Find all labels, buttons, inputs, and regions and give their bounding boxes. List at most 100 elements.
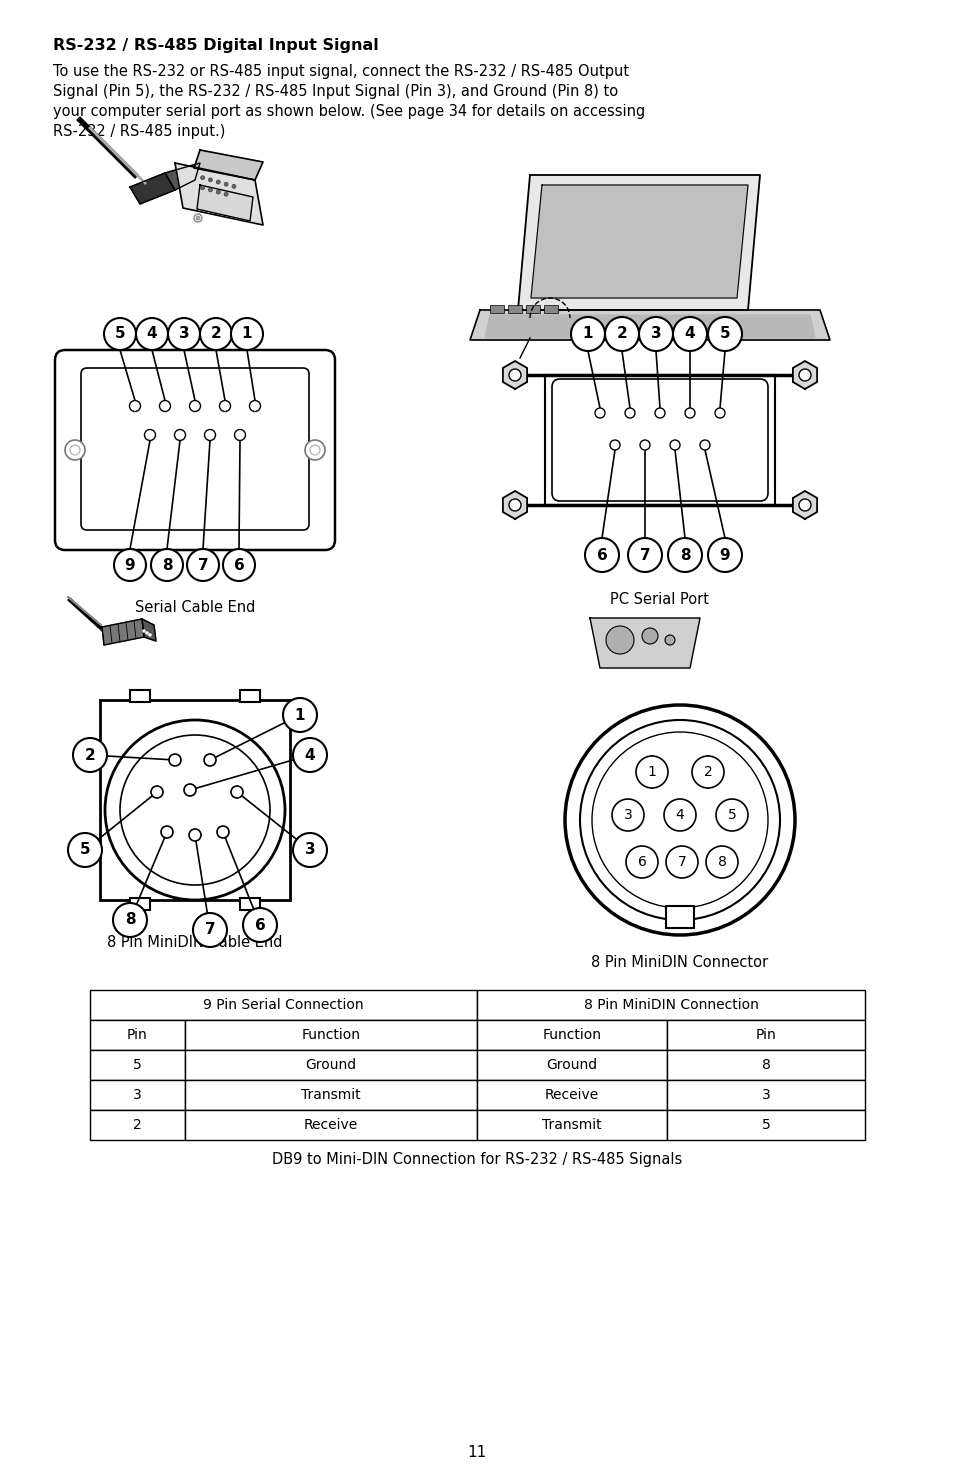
Text: To use the RS-232 or RS-485 input signal, connect the RS-232 / RS-485 Output: To use the RS-232 or RS-485 input signal…	[53, 63, 628, 80]
Circle shape	[216, 826, 229, 838]
Bar	[507, 305, 521, 313]
Text: RS-232 / RS-485 input.): RS-232 / RS-485 input.)	[53, 124, 225, 139]
Polygon shape	[130, 173, 174, 204]
Bar	[185, 1021, 476, 1050]
Circle shape	[707, 538, 741, 572]
Text: 7: 7	[197, 558, 208, 572]
Text: 1: 1	[647, 766, 656, 779]
Circle shape	[151, 786, 163, 798]
Polygon shape	[470, 310, 829, 341]
Circle shape	[665, 847, 698, 878]
Circle shape	[639, 317, 672, 351]
Text: Receive: Receive	[544, 1089, 598, 1102]
Circle shape	[190, 401, 200, 412]
Polygon shape	[484, 316, 814, 338]
Circle shape	[224, 183, 228, 186]
Circle shape	[624, 409, 635, 417]
Text: 8: 8	[760, 1058, 770, 1072]
FancyBboxPatch shape	[55, 350, 335, 550]
Bar	[476, 1021, 666, 1050]
Text: Serial Cable End: Serial Cable End	[134, 600, 254, 615]
Text: 1: 1	[294, 708, 305, 723]
Circle shape	[584, 538, 618, 572]
Circle shape	[641, 628, 658, 645]
Circle shape	[799, 499, 810, 510]
Text: 6: 6	[233, 558, 244, 572]
Circle shape	[223, 549, 254, 581]
Bar	[476, 990, 864, 1021]
Text: 3: 3	[650, 326, 660, 342]
Circle shape	[604, 317, 639, 351]
Circle shape	[664, 636, 675, 645]
Circle shape	[283, 698, 316, 732]
Polygon shape	[792, 361, 817, 389]
Circle shape	[669, 440, 679, 450]
Circle shape	[161, 826, 172, 838]
Text: Ground: Ground	[305, 1058, 356, 1072]
Bar	[90, 1111, 185, 1140]
Text: 3: 3	[178, 326, 189, 342]
Circle shape	[184, 785, 195, 796]
Polygon shape	[502, 361, 527, 389]
Text: 9: 9	[719, 547, 730, 562]
Circle shape	[625, 847, 658, 878]
Circle shape	[187, 549, 219, 581]
Text: 7: 7	[677, 855, 685, 869]
Circle shape	[243, 909, 276, 943]
Circle shape	[113, 549, 146, 581]
Circle shape	[672, 317, 706, 351]
Bar	[666, 1111, 864, 1140]
Circle shape	[231, 786, 243, 798]
Circle shape	[149, 633, 152, 637]
Bar	[90, 1021, 185, 1050]
Text: Pin: Pin	[127, 1028, 148, 1041]
Circle shape	[639, 440, 649, 450]
Circle shape	[799, 369, 810, 381]
Circle shape	[605, 625, 634, 653]
Circle shape	[159, 401, 171, 412]
Bar	[476, 1050, 666, 1080]
Bar	[666, 1080, 864, 1111]
Text: 9: 9	[125, 558, 135, 572]
Bar	[130, 898, 150, 910]
Circle shape	[571, 317, 604, 351]
Text: DB9 to Mini-DIN Connection for RS-232 / RS-485 Signals: DB9 to Mini-DIN Connection for RS-232 / …	[273, 1152, 682, 1167]
Text: 5: 5	[80, 842, 91, 857]
Bar	[185, 1080, 476, 1111]
Circle shape	[104, 319, 136, 350]
Circle shape	[169, 754, 181, 766]
Text: 2: 2	[703, 766, 712, 779]
Circle shape	[305, 440, 325, 460]
Text: 5: 5	[760, 1118, 770, 1131]
Circle shape	[655, 409, 664, 417]
Bar	[130, 690, 150, 702]
Circle shape	[216, 190, 220, 195]
Circle shape	[200, 319, 232, 350]
Text: 4: 4	[147, 326, 157, 342]
Circle shape	[705, 847, 738, 878]
Circle shape	[509, 499, 520, 510]
Text: 8: 8	[125, 913, 135, 928]
Text: Pin: Pin	[755, 1028, 776, 1041]
Polygon shape	[174, 164, 263, 226]
Polygon shape	[502, 491, 527, 519]
Circle shape	[200, 176, 204, 180]
Text: 8 Pin MiniDIN Cable End: 8 Pin MiniDIN Cable End	[107, 935, 282, 950]
Text: 2: 2	[211, 326, 221, 342]
Text: 2: 2	[133, 1118, 142, 1131]
Bar	[90, 1080, 185, 1111]
Text: Function: Function	[542, 1028, 601, 1041]
Text: 2: 2	[85, 748, 95, 763]
Bar	[666, 1050, 864, 1080]
Text: 8 Pin MiniDIN Connection: 8 Pin MiniDIN Connection	[583, 999, 758, 1012]
Circle shape	[636, 757, 667, 788]
Circle shape	[130, 401, 140, 412]
Circle shape	[595, 409, 604, 417]
Polygon shape	[531, 184, 747, 298]
Text: 8 Pin MiniDIN Connector: 8 Pin MiniDIN Connector	[591, 954, 768, 971]
Circle shape	[70, 445, 80, 454]
Text: 9 Pin Serial Connection: 9 Pin Serial Connection	[203, 999, 363, 1012]
Circle shape	[65, 440, 85, 460]
Text: Receive: Receive	[304, 1118, 357, 1131]
Circle shape	[707, 317, 741, 351]
